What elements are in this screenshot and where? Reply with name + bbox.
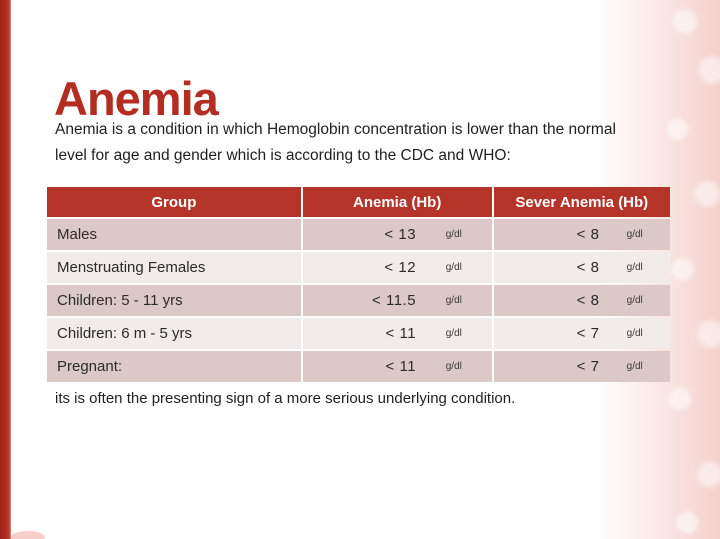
unit-label: g/dl (626, 262, 643, 273)
row-group: Children: 6 m - 5 yrs (47, 318, 301, 349)
description-line-1: Anemia is a condition in which Hemoglobi… (55, 121, 616, 138)
footer-note: its is often the presenting sign of a mo… (55, 390, 516, 407)
row-anemia-value: < 13 (384, 226, 417, 243)
unit-label: g/dl (626, 295, 643, 306)
unit-label: g/dl (445, 262, 462, 273)
table-header-row: Group Anemia (Hb) Sever Anemia (Hb) (47, 187, 670, 217)
bottom-left-smudge (11, 531, 45, 539)
row-group: Children: 5 - 11 yrs (47, 285, 301, 316)
unit-label: g/dl (445, 361, 462, 372)
unit-label: g/dl (445, 229, 462, 240)
row-anemia-value: < 11 (385, 325, 417, 342)
unit-label: g/dl (626, 328, 643, 339)
row-group: Males (47, 219, 301, 250)
anemia-table-body: Males < 13 g/dl < 8 g/dl Menstruating Fe… (47, 219, 670, 382)
description-text: Anemia is a condition in which Hemoglobi… (55, 117, 685, 169)
page-title: Anemia (54, 72, 219, 126)
row-group: Pregnant: (47, 351, 301, 382)
row-anemia-value: < 11 (385, 358, 417, 375)
unit-label: g/dl (626, 229, 643, 240)
unit-label: g/dl (445, 295, 462, 306)
table-header-severe: Sever Anemia (Hb) (493, 187, 670, 217)
anemia-thresholds-table: Group Anemia (Hb) Sever Anemia (Hb) Male… (45, 185, 672, 384)
row-group: Menstruating Females (47, 252, 301, 283)
row-severe-value: < 8 (576, 226, 600, 243)
left-accent-bar (0, 0, 11, 539)
description-line-2: level for age and gender which is accord… (55, 147, 511, 164)
table-row: Children: 5 - 11 yrs < 11.5 g/dl < 8 g/d… (47, 285, 670, 316)
table-row: Children: 6 m - 5 yrs < 11 g/dl < 7 g/dl (47, 318, 670, 349)
row-severe-value: < 7 (576, 325, 600, 342)
table-row: Males < 13 g/dl < 8 g/dl (47, 219, 670, 250)
table-header-anemia: Anemia (Hb) (302, 187, 492, 217)
table-header-group: Group (47, 187, 301, 217)
unit-label: g/dl (445, 328, 462, 339)
table-row: Menstruating Females < 12 g/dl < 8 g/dl (47, 252, 670, 283)
table-row: Pregnant: < 11 g/dl < 7 g/dl (47, 351, 670, 382)
row-severe-value: < 8 (576, 259, 600, 276)
row-anemia-value: < 12 (384, 259, 417, 276)
row-severe-value: < 7 (576, 358, 600, 375)
unit-label: g/dl (626, 361, 643, 372)
row-severe-value: < 8 (576, 292, 600, 309)
row-anemia-value: < 11.5 (372, 292, 417, 309)
